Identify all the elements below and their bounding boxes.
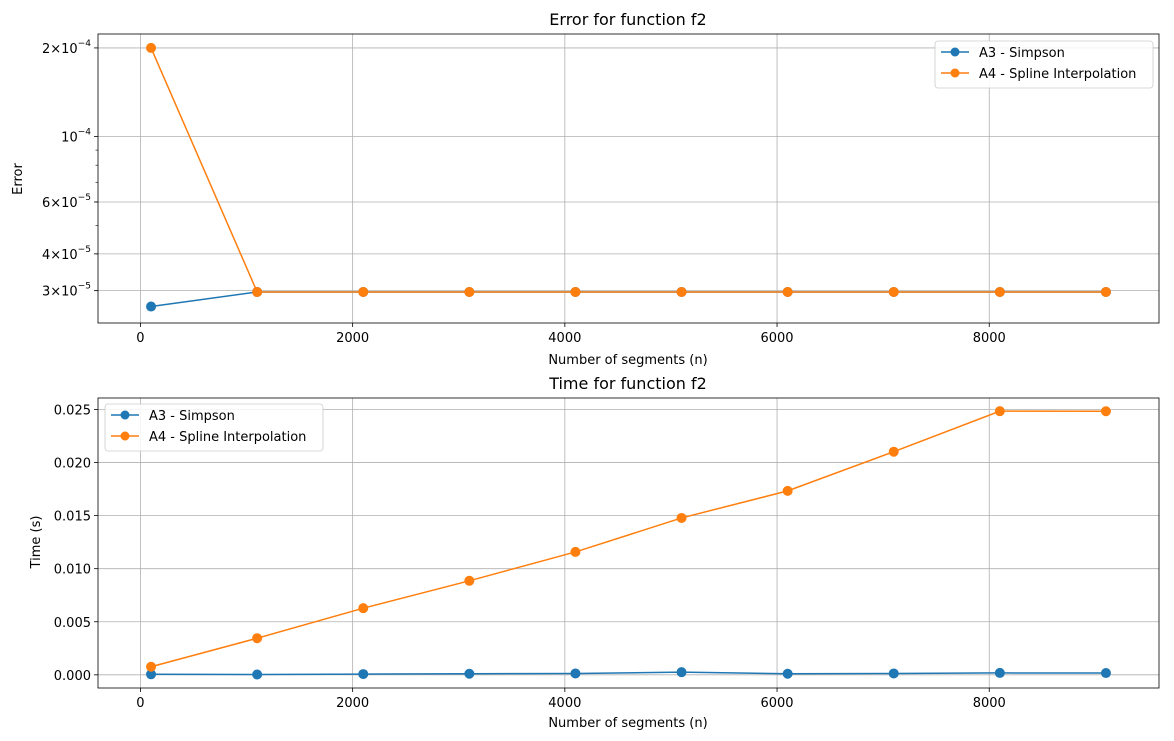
time-chart-x-axis-label: Number of segments (n) — [548, 716, 707, 731]
error-chart-data-point — [570, 286, 581, 297]
time-chart-data-point — [570, 546, 581, 557]
time-chart-legend-swatch-marker — [120, 431, 130, 441]
error-chart-legend-label: A4 - Spline Interpolation — [979, 67, 1136, 82]
time-chart-panel: Time for function f2 Number of segments … — [29, 374, 1160, 731]
error-chart-legend-label: A3 - Simpson — [979, 46, 1065, 61]
time-chart-y-tick-label: 0.015 — [54, 510, 91, 525]
error-chart-data-point — [676, 286, 687, 297]
error-chart-y-tick-label: 10−4 — [61, 128, 91, 146]
error-chart-legend: A3 - Simpson A4 - Spline Interpolation — [934, 40, 1154, 89]
error-chart-y-tick-label: 2×10−4 — [42, 39, 91, 57]
time-chart-data-point — [676, 667, 687, 678]
error-chart-plot-frame — [97, 33, 1160, 324]
error-chart-data-point — [1100, 286, 1111, 297]
time-chart-data-point — [994, 667, 1005, 678]
error-chart-data-point — [994, 286, 1005, 297]
error-chart-x-tick-label: 4000 — [548, 331, 581, 346]
error-chart-x-axis-label: Number of segments (n) — [548, 353, 707, 368]
error-chart-y-tick-label: 4×10−5 — [42, 245, 91, 263]
time-chart-x-tick-label: 0 — [136, 696, 144, 711]
time-chart-x-tick-label: 4000 — [548, 696, 581, 711]
error-chart-y-tick-label: 6×10−5 — [42, 193, 91, 211]
time-chart-data-point — [252, 669, 263, 680]
time-chart-y-tick-label: 0.000 — [54, 669, 91, 684]
time-chart-x-tick-label: 6000 — [760, 696, 793, 711]
time-chart-legend-box — [104, 403, 324, 452]
time-chart-data-point — [464, 575, 475, 586]
time-chart-data-point — [994, 406, 1005, 417]
error-chart-series-line-a4 — [150, 47, 1106, 293]
error-chart-legend-swatch-marker — [950, 68, 960, 78]
time-chart-legend: A3 - Simpson A4 - Spline Interpolation — [104, 403, 324, 452]
error-chart-legend-swatch-marker — [950, 47, 960, 57]
time-chart-y-tick-label: 0.010 — [54, 563, 91, 578]
time-chart-series-line-a3 — [151, 671, 1106, 676]
time-chart-x-tick-label: 2000 — [336, 696, 369, 711]
time-chart-plot-frame — [97, 397, 1160, 689]
time-chart-data-point — [464, 668, 475, 679]
time-chart-data-point — [676, 512, 687, 523]
error-chart-series-line-a3 — [150, 291, 1106, 308]
time-chart-y-tick-label: 0.025 — [54, 403, 91, 418]
error-chart-data-point — [888, 286, 899, 297]
error-chart-title: Error for function f2 — [549, 10, 706, 29]
error-chart-data-point — [782, 286, 793, 297]
time-chart-title: Time for function f2 — [548, 374, 707, 393]
error-chart-legend-box — [934, 40, 1154, 89]
time-chart-data-point — [252, 633, 263, 644]
time-chart-data-point — [888, 446, 899, 457]
error-chart-data-point — [146, 42, 157, 53]
time-chart-y-axis-label: Time (s) — [29, 516, 44, 570]
error-chart-data-point — [358, 286, 369, 297]
error-chart-data-point — [146, 301, 157, 312]
error-chart-data-point — [252, 286, 263, 297]
error-chart-data-point — [464, 286, 475, 297]
time-chart-y-tick-label: 0.020 — [54, 457, 91, 472]
error-chart-y-tick-label: 3×10−5 — [42, 282, 91, 300]
time-chart-legend-label: A4 - Spline Interpolation — [149, 430, 306, 445]
time-chart-y-tick-label: 0.005 — [54, 616, 91, 631]
time-chart-legend-label: A3 - Simpson — [149, 409, 235, 424]
time-chart-data-point — [1100, 668, 1111, 679]
time-chart-legend-swatch-marker — [120, 410, 130, 420]
time-chart-data-point — [358, 603, 369, 614]
time-chart-data-point — [146, 661, 157, 672]
error-chart-x-tick-label: 0 — [136, 331, 144, 346]
time-chart-data-point — [888, 668, 899, 679]
time-chart-data-point — [782, 668, 793, 679]
time-chart-series-line-a4 — [150, 410, 1106, 668]
error-chart-x-tick-label: 2000 — [336, 331, 369, 346]
error-chart-y-axis-label: Error — [11, 163, 26, 195]
time-chart-data-point — [358, 669, 369, 680]
error-chart-panel: Error for function f2 Number of segments… — [11, 10, 1160, 368]
error-chart-x-tick-label: 8000 — [973, 331, 1006, 346]
time-chart-data-point — [782, 485, 793, 496]
time-chart-data-point — [570, 668, 581, 679]
time-chart-data-point — [1100, 406, 1111, 417]
error-chart-x-tick-label: 6000 — [760, 331, 793, 346]
time-chart-x-tick-label: 8000 — [973, 696, 1006, 711]
